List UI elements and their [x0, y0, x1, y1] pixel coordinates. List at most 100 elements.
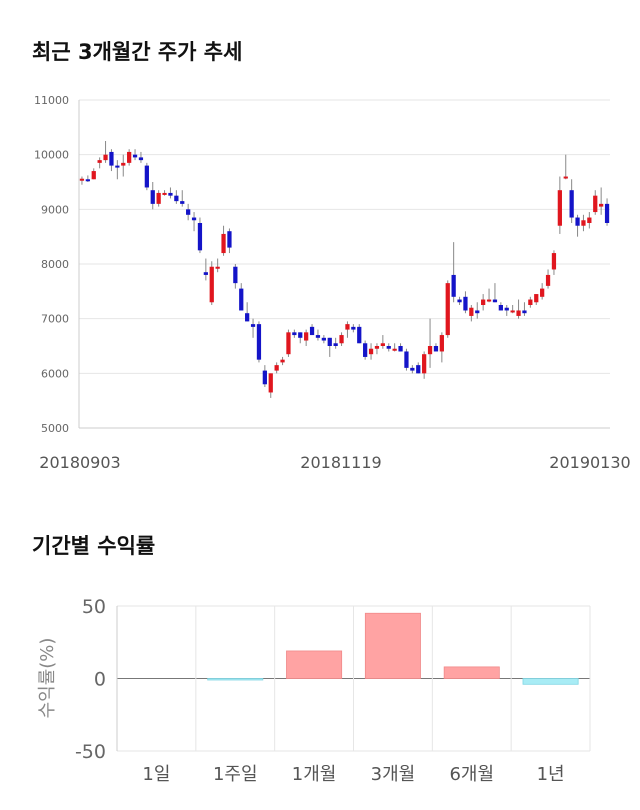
x-category-label: 3개월	[371, 764, 416, 785]
return-bar	[522, 678, 579, 685]
y-axis-label: 수익률(%)	[37, 638, 58, 719]
candle-body	[457, 299, 462, 303]
x-tick-label: 20180903	[39, 453, 120, 472]
candle-body	[445, 283, 450, 336]
x-category-label: 1년	[537, 764, 565, 785]
y-tick-label: 11000	[34, 94, 69, 107]
candle-body	[309, 326, 315, 336]
return-bar	[207, 678, 264, 681]
candle-body	[516, 310, 521, 316]
candle-body	[528, 299, 533, 305]
candle-body	[433, 346, 439, 352]
candle-body	[386, 346, 391, 349]
candle-body	[581, 220, 586, 226]
price-chart-title: 최근 3개월간 주가 추세	[32, 40, 243, 64]
candle-body	[563, 176, 568, 179]
candle-body	[357, 326, 362, 344]
candle-body	[304, 332, 309, 341]
candle-body	[321, 337, 326, 341]
candle-body	[481, 299, 486, 305]
y-tick-label: 5000	[41, 422, 69, 435]
candle-body	[138, 157, 144, 161]
candle-body	[203, 272, 208, 275]
candle-body	[522, 310, 527, 314]
candle-body	[345, 324, 350, 330]
candle-body	[363, 343, 368, 357]
candle-body	[298, 332, 303, 338]
candle-body	[174, 195, 179, 202]
candle-body	[209, 266, 214, 303]
x-tick-label: 20181119	[300, 453, 381, 472]
candle-body	[292, 332, 297, 336]
candle-body	[374, 346, 380, 349]
y-tick-label: 0	[94, 669, 106, 691]
candle-body	[351, 326, 356, 330]
x-category-label: 1일	[142, 764, 170, 785]
price-candlestick-chart: 5000 6000 7000 8000 9000 10000 11000 20180903 20…	[34, 94, 631, 472]
x-tick-label: 20190130	[549, 453, 630, 472]
y-tick-label: -50	[75, 741, 106, 763]
candle-body	[498, 305, 503, 311]
candle-body	[150, 190, 155, 204]
candle-body	[268, 373, 273, 393]
y-tick-label: 10000	[34, 149, 69, 162]
candle-body	[256, 324, 262, 360]
candle-body	[85, 179, 90, 182]
candle-body	[339, 335, 344, 344]
return-bar	[364, 612, 421, 679]
candle-body	[551, 253, 557, 270]
candle-body	[599, 203, 604, 207]
candle-body	[398, 346, 403, 352]
candle-body	[315, 335, 321, 338]
candle-body	[97, 160, 102, 163]
y-tick-label: 6000	[41, 367, 69, 380]
candle-body	[215, 266, 220, 269]
candle-body	[587, 217, 592, 223]
candle-body	[469, 307, 474, 316]
candle-body	[144, 165, 149, 188]
candle-body	[404, 351, 409, 368]
candle-body	[504, 307, 509, 311]
candle-body	[274, 365, 279, 371]
candle-body	[486, 299, 492, 302]
candle-body	[286, 332, 291, 355]
candle-body	[593, 195, 598, 213]
candle-body	[280, 359, 285, 363]
candle-body	[392, 348, 397, 351]
candle-body	[109, 151, 114, 166]
candle-body	[180, 201, 185, 204]
candle-body	[333, 343, 338, 346]
candle-body	[534, 294, 539, 303]
candle-body	[416, 365, 421, 374]
x-category-label: 1주일	[213, 764, 258, 785]
return-bar	[443, 666, 500, 679]
candle-body	[197, 223, 203, 251]
candle-body	[410, 367, 415, 371]
candle-body	[327, 337, 332, 346]
candle-body	[91, 171, 96, 180]
candle-body	[245, 313, 250, 322]
candle-body	[510, 310, 515, 313]
candle-body	[127, 151, 132, 163]
candle-body	[569, 190, 574, 218]
x-category-label: 1개월	[292, 764, 337, 785]
y-tick-label: 8000	[41, 258, 69, 271]
candle-body	[103, 154, 108, 161]
y-tick-label: 7000	[41, 313, 69, 326]
candle-body	[422, 354, 427, 374]
candle-body	[121, 162, 126, 166]
candle-body	[191, 217, 197, 221]
candle-body	[79, 178, 85, 181]
y-tick-label: 9000	[41, 203, 69, 216]
candle-body	[227, 231, 232, 248]
candle-body	[221, 233, 226, 254]
return-chart-title: 기간별 수익률	[32, 534, 156, 558]
candle-body	[427, 346, 433, 355]
candle-body	[168, 192, 173, 196]
candle-body	[132, 154, 138, 158]
candle-body	[604, 203, 610, 223]
candle-body	[162, 192, 167, 195]
candle-body	[463, 296, 468, 311]
candle-body	[475, 310, 480, 314]
candle-body	[575, 217, 580, 226]
